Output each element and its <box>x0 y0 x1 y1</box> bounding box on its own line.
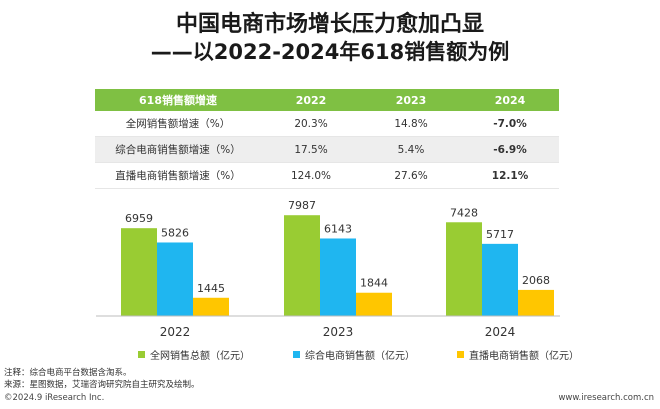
row-label: 全网销售额增速（%） <box>95 111 261 137</box>
table-cell: 20.3% <box>261 111 361 137</box>
bar-2023-series-2 <box>356 292 392 316</box>
bar-2022-series-0 <box>121 228 157 316</box>
table-cell: 5.4% <box>361 136 461 163</box>
legend-label: 全网销售总额（亿元） <box>150 351 250 362</box>
data-label-2023-series-1: 6143 <box>324 222 352 235</box>
legend-swatch <box>293 351 300 358</box>
table-cell: 12.1% <box>461 162 559 189</box>
legend-label: 综合电商销售额（亿元） <box>305 351 415 362</box>
table-cell: 124.0% <box>261 162 361 189</box>
chart-title-line2: ——以2022-2024年618销售额为例 <box>150 40 510 64</box>
table-row: 全网销售额增速（%） 20.3% 14.8% -7.0% <box>95 111 559 137</box>
bar-2024-series-0 <box>446 222 482 316</box>
row-label: 直播电商销售额增速（%） <box>95 162 261 189</box>
bar-2024-series-1 <box>482 243 518 316</box>
table-header-2024: 2024 <box>461 89 559 111</box>
data-label-2023-series-2: 1844 <box>360 277 388 290</box>
table-row: 直播电商销售额增速（%） 124.0% 27.6% 12.1% <box>95 162 559 189</box>
row-label: 综合电商销售额增速（%） <box>95 136 261 163</box>
data-label-2022-series-1: 5826 <box>161 226 189 239</box>
growth-rate-table: 618销售额增速 2022 2023 2024 全网销售额增速（%） 20.3%… <box>95 89 559 189</box>
legend-label: 直播电商销售额（亿元） <box>469 351 579 362</box>
table-header-2023: 2023 <box>361 89 461 111</box>
bar-2023-series-1 <box>320 238 356 316</box>
data-label-2024-series-2: 2068 <box>522 274 550 287</box>
table-cell: 27.6% <box>361 162 461 189</box>
legend-item-live: 直播电商销售额（亿元） <box>457 347 579 362</box>
x-tick-label-2023: 2023 <box>323 325 354 339</box>
data-label-2024-series-0: 7428 <box>450 206 478 219</box>
website-text: www.iresearch.com.cn <box>558 393 654 403</box>
table-header-label: 618销售额增速 <box>95 89 261 111</box>
data-label-2022-series-0: 6959 <box>125 212 153 225</box>
table-cell: 14.8% <box>361 111 461 137</box>
legend-item-total: 全网销售总额（亿元） <box>138 347 250 362</box>
legend-swatch <box>138 351 145 358</box>
table-row: 综合电商销售额增速（%） 17.5% 5.4% -6.9% <box>95 136 559 163</box>
table-header-row: 618销售额增速 2022 2023 2024 <box>95 89 559 111</box>
source-text: 来源：星图数据，艾瑞咨询研究院自主研究及绘制。 <box>4 380 200 390</box>
bar-2022-series-2 <box>193 297 229 316</box>
chart-title-line1: 中国电商市场增长压力愈加凸显 <box>175 12 484 37</box>
legend-item-ecommerce: 综合电商销售额（亿元） <box>293 347 415 362</box>
table-cell: -7.0% <box>461 111 559 137</box>
legend-swatch <box>457 351 464 358</box>
data-label-2024-series-1: 5717 <box>486 228 514 241</box>
data-label-2022-series-2: 1445 <box>197 282 225 295</box>
table-cell: 17.5% <box>261 136 361 163</box>
copyright-text: ©2024.9 iResearch Inc. <box>4 393 105 403</box>
bar-2022-series-1 <box>157 242 193 316</box>
table-cell: -6.9% <box>461 136 559 163</box>
x-tick-label-2024: 2024 <box>485 325 516 339</box>
table-header-2022: 2022 <box>261 89 361 111</box>
data-label-2023-series-0: 7987 <box>288 199 316 212</box>
note-text: 注释：综合电商平台数据含淘系。 <box>4 368 132 378</box>
bar-2024-series-2 <box>518 289 554 316</box>
bar-2023-series-0 <box>284 215 320 316</box>
x-tick-label-2022: 2022 <box>160 325 191 339</box>
